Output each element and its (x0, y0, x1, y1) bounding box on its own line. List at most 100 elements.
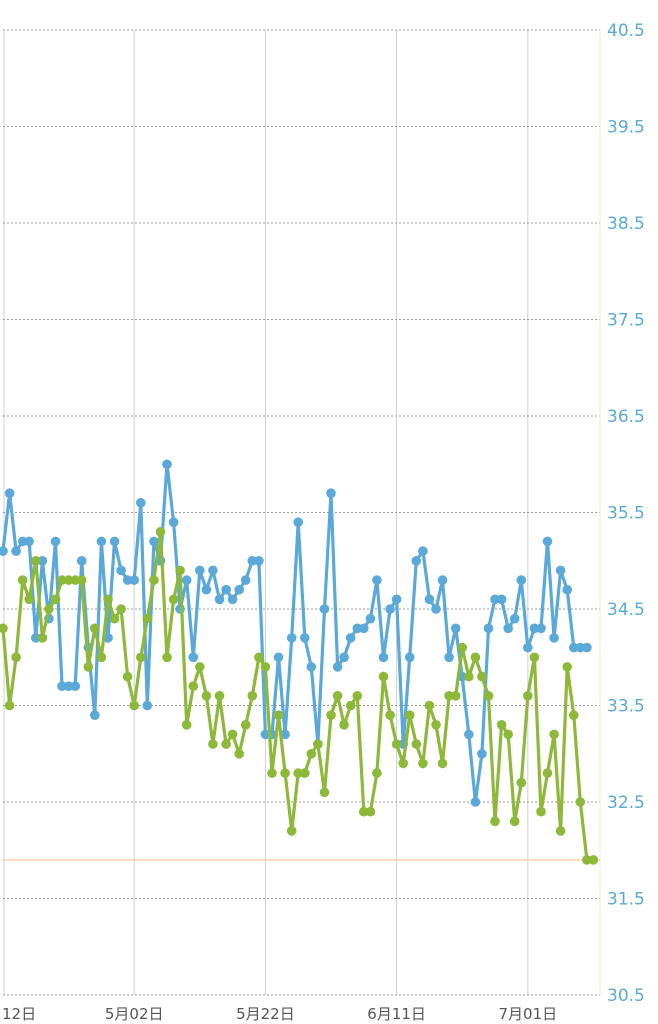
data-point (50, 536, 61, 547)
data-point (247, 691, 258, 701)
data-point (122, 575, 133, 585)
data-point (365, 806, 376, 817)
data-point (516, 575, 527, 585)
data-point (240, 575, 251, 585)
data-point (149, 575, 159, 585)
data-point (96, 652, 107, 663)
data-point (214, 594, 225, 605)
data-point (0, 546, 8, 556)
data-point (509, 816, 520, 827)
data-point (63, 575, 74, 585)
data-point (503, 623, 513, 634)
data-point (90, 710, 100, 720)
data-point (404, 710, 415, 720)
data-point (155, 527, 166, 537)
data-point (411, 739, 422, 749)
data-point (83, 662, 94, 672)
data-point (260, 662, 271, 672)
data-point (162, 652, 172, 663)
y-tick-label: 34.5 (607, 600, 645, 620)
data-point (372, 575, 382, 585)
data-point (11, 546, 21, 556)
data-point (385, 710, 395, 720)
data-point (37, 633, 48, 643)
data-point (195, 662, 205, 672)
data-point (37, 556, 48, 566)
data-point (267, 768, 277, 778)
data-point (477, 671, 487, 682)
data-point (221, 739, 231, 749)
data-point (96, 536, 107, 547)
data-point (450, 623, 461, 634)
data-point (247, 556, 258, 566)
data-point (181, 720, 192, 730)
data-point (490, 594, 500, 605)
y-tick-label: 36.5 (607, 407, 645, 427)
data-point (549, 633, 559, 643)
data-point (542, 768, 553, 778)
data-point (418, 546, 428, 556)
data-point (391, 739, 402, 749)
data-point (378, 652, 389, 663)
data-point (227, 729, 238, 740)
series-2 (0, 527, 599, 865)
data-point (188, 652, 199, 663)
y-tick-label: 33.5 (607, 697, 645, 717)
data-point (444, 652, 454, 663)
data-point (76, 556, 87, 566)
data-point (300, 768, 310, 778)
data-point (575, 797, 586, 807)
x-tick-label: 7月01日 (499, 1005, 558, 1023)
data-point (588, 855, 599, 865)
data-point (50, 594, 61, 605)
data-point (0, 623, 8, 634)
y-tick-label: 37.5 (607, 311, 645, 331)
data-point (129, 700, 139, 711)
data-point (378, 671, 389, 682)
data-point (372, 768, 382, 778)
series-line (1, 462, 589, 804)
data-point (437, 575, 448, 585)
data-point (168, 517, 179, 527)
data-point (332, 691, 343, 701)
data-point (188, 681, 199, 691)
data-point (142, 613, 153, 624)
data-point (431, 720, 441, 730)
data-point (332, 662, 343, 672)
data-point (70, 681, 80, 691)
data-point (4, 488, 15, 499)
data-point (44, 604, 54, 614)
data-point (293, 517, 304, 527)
data-point (444, 691, 454, 701)
data-point (273, 710, 284, 720)
data-point (562, 584, 572, 595)
data-point (359, 806, 369, 817)
data-point (280, 768, 290, 778)
x-tick-label: 6月11日 (367, 1005, 426, 1023)
data-point (195, 565, 205, 576)
data-point (280, 729, 290, 740)
data-point (345, 700, 356, 711)
data-point (418, 758, 428, 769)
data-point (57, 575, 67, 585)
data-point (306, 749, 317, 759)
data-point (536, 806, 546, 817)
data-point (398, 758, 409, 769)
data-point (122, 671, 133, 682)
data-point (352, 691, 363, 701)
data-point (109, 613, 120, 624)
data-point (339, 720, 349, 730)
data-point (201, 691, 212, 701)
data-point (523, 642, 533, 653)
data-point (483, 623, 494, 634)
y-tick-label: 32.5 (607, 793, 645, 813)
data-point (273, 652, 284, 663)
data-point (254, 652, 264, 663)
data-point (300, 633, 310, 643)
data-point (227, 594, 238, 605)
data-point (529, 623, 540, 634)
data-point (319, 787, 330, 798)
data-point (4, 700, 15, 711)
data-point (286, 633, 297, 643)
data-point (549, 729, 559, 740)
